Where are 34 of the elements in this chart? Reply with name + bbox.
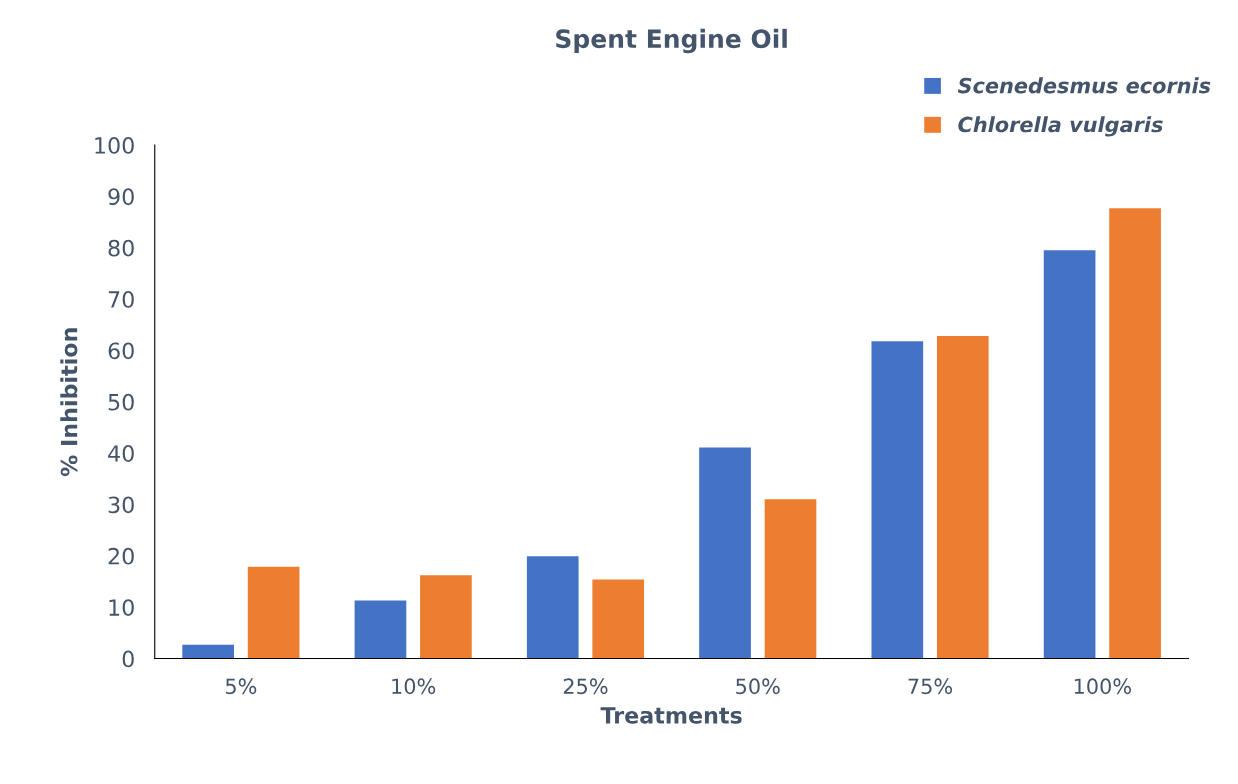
bar bbox=[354, 600, 407, 659]
y-tick-label: 70 bbox=[108, 291, 134, 308]
bar bbox=[182, 644, 234, 659]
bar bbox=[420, 575, 472, 659]
x-tick-label: 75% bbox=[908, 678, 953, 695]
y-tick-label: 0 bbox=[122, 650, 134, 668]
bar bbox=[764, 499, 817, 659]
chart-title: Spent Engine Oil bbox=[556, 28, 787, 54]
legend-label: Chlorella vulgaris bbox=[958, 116, 1163, 137]
y-axis-title: % Inhibition bbox=[60, 328, 78, 477]
x-tick-label: 25% bbox=[563, 678, 608, 695]
bar bbox=[1043, 250, 1096, 659]
y-tick-label: 30 bbox=[108, 496, 134, 514]
x-tick-label: 50% bbox=[736, 678, 780, 695]
y-tick-label: 100 bbox=[95, 136, 134, 154]
bar bbox=[592, 579, 645, 659]
bar bbox=[1109, 208, 1161, 659]
x-axis-title: Treatments bbox=[600, 707, 742, 724]
y-tick-label: 10 bbox=[109, 599, 134, 616]
bar bbox=[699, 447, 751, 659]
y-tick-label: 50 bbox=[108, 393, 134, 411]
y-tick-label: 20 bbox=[108, 547, 134, 565]
x-tick-label: 5% bbox=[225, 678, 257, 695]
bar bbox=[526, 556, 579, 659]
bar bbox=[936, 336, 989, 659]
bar bbox=[247, 566, 300, 659]
x-tick-label: 10% bbox=[392, 678, 436, 695]
y-tick-label: 90 bbox=[108, 188, 134, 206]
y-tick-label: 60 bbox=[108, 342, 134, 360]
x-tick-label: 100% bbox=[1074, 678, 1131, 695]
y-tick-label: 80 bbox=[108, 239, 134, 257]
legend-label: Scenedesmus ecornis bbox=[957, 77, 1211, 94]
bar bbox=[871, 341, 924, 659]
y-tick-label: 40 bbox=[108, 445, 134, 462]
